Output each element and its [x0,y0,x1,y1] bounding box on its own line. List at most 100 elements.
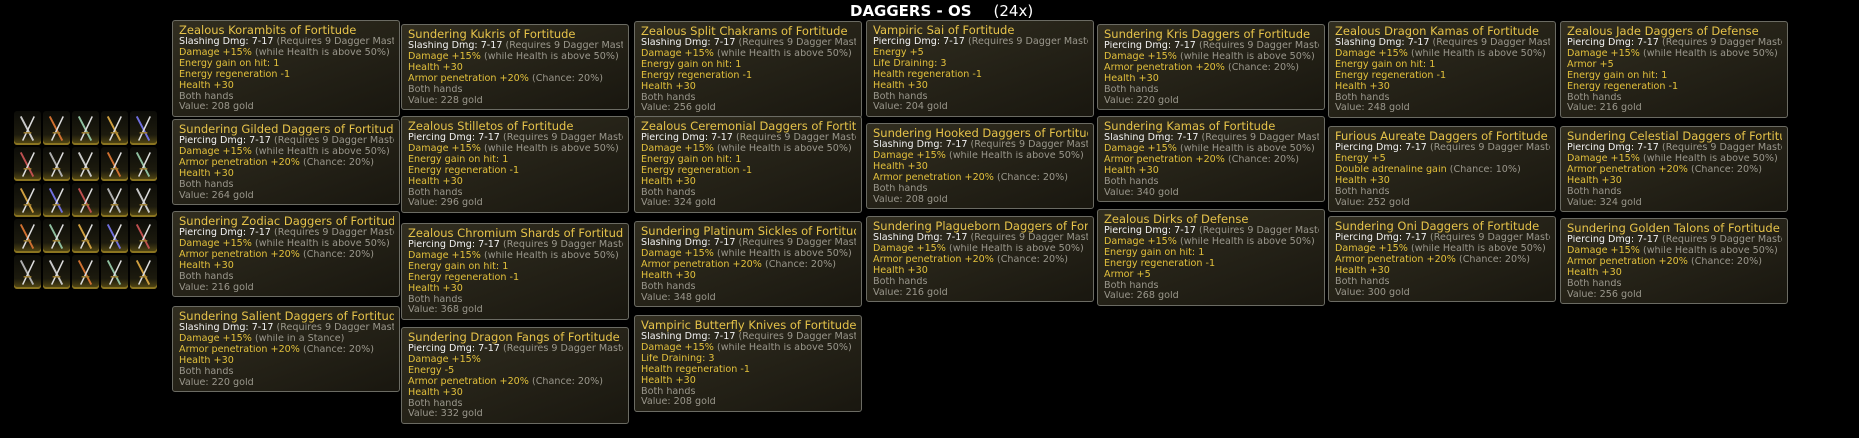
modifier-value: Energy regeneration -1 [408,272,520,283]
damage-value: Piercing Dmg: 7-17 [1567,143,1659,153]
dagger-icon[interactable] [14,255,41,289]
item-tooltip[interactable]: Sundering Salient Daggers of Fortitude Sl… [172,306,400,393]
item-tooltip[interactable]: Zealous Split Chakrams of Fortitude Slash… [634,21,862,119]
dagger-icon[interactable] [72,111,99,145]
dagger-icon[interactable] [72,147,99,181]
dagger-icon[interactable] [43,255,70,289]
item-tooltip[interactable]: Zealous Dirks of Defense Piercing Dmg: 7-… [1097,209,1325,307]
modifier-value: Health +30 [641,270,696,281]
item-tooltip[interactable]: Sundering Plagueborn Daggers of Fortitud… [866,216,1094,303]
item-tooltip[interactable]: Zealous Jade Daggers of Defense Piercing … [1560,21,1788,119]
item-hands: Both hands [1335,92,1390,103]
item-modifier: Health +30 [1335,176,1550,187]
damage-value: Slashing Dmg: 7-17 [179,37,274,47]
item-tooltip[interactable]: Sundering Oni Daggers of Fortitude Pierci… [1328,216,1556,303]
dagger-icon[interactable] [101,219,128,253]
item-modifier: Energy regeneration -1 [408,166,623,177]
dagger-icon[interactable] [14,219,41,253]
item-tooltip[interactable]: Sundering Platinum Sickles of Fortitude S… [634,221,862,308]
item-hands: Both hands [641,386,696,397]
dagger-icon[interactable] [14,111,41,145]
modifier-value: Damage +15% [1104,51,1177,62]
item-tooltip[interactable]: Sundering Kris Daggers of Fortitude Pierc… [1097,24,1325,111]
dagger-icon[interactable] [101,183,128,217]
item-tooltip[interactable]: Zealous Ceremonial Daggers of Fortitude P… [634,116,862,214]
modifier-note: (while Health is above 50%) [1410,48,1546,59]
item-value: Value: 216 gold [179,282,254,293]
dagger-icon[interactable] [43,219,70,253]
dagger-icon[interactable] [72,219,99,253]
modifier-note: (while Health is above 50%) [716,48,852,59]
modifier-value: Damage +15% [408,250,481,261]
modifier-value: Energy gain on hit: 1 [408,261,509,272]
item-hands: Both hands [641,92,696,103]
item-tooltip[interactable]: Zealous Korambits of Fortitude Slashing D… [172,20,400,118]
modifier-value: Energy gain on hit: 1 [408,154,509,165]
item-modifier: Damage +15% (while Health is above 50%) [873,244,1088,255]
requirement: (Requires 9 Dagger Mastery) [735,133,856,143]
damage-value: Piercing Dmg: 7-17 [1104,41,1196,51]
item-modifier: Damage +15% (while Health is above 50%) [179,147,394,158]
requirement: (Requires 9 Dagger Mastery) [276,323,394,333]
item-modifier: Energy -5 [408,366,623,377]
dagger-icon[interactable] [101,147,128,181]
item-tooltip[interactable]: Furious Aureate Daggers of Fortitude Pier… [1328,126,1556,213]
item-modifier: Armor penetration +20% (Chance: 20%) [1104,63,1319,74]
item-name: Sundering Kukris of Fortitude [408,28,576,41]
item-tooltip[interactable]: Zealous Dragon Kamas of Fortitude Slashin… [1328,21,1556,119]
modifier-value: Damage +15% [408,143,481,154]
modifier-value: Armor +5 [1104,269,1151,280]
item-modifier: Health +30 [408,284,623,295]
item-tooltip[interactable]: Sundering Dragon Fangs of Fortitude Pierc… [401,327,629,425]
item-tooltip[interactable]: Sundering Golden Talons of Fortitude Pier… [1560,218,1788,305]
item-tooltip[interactable]: Sundering Kamas of Fortitude Slashing Dmg… [1097,116,1325,203]
dagger-icon[interactable] [130,111,157,145]
modifier-note: (while Health is above 50%) [254,47,390,58]
damage-line: Slashing Dmg: 7-17 (Requires 9 Dagger Ma… [1335,38,1550,49]
modifier-value: Health +30 [408,283,463,294]
dagger-icon[interactable] [101,255,128,289]
dagger-icon[interactable] [43,183,70,217]
item-modifier: Health +30 [1335,82,1550,93]
modifier-value: Armor penetration +20% [1567,164,1688,175]
dagger-icon[interactable] [72,255,99,289]
item-tooltip[interactable]: Vampiric Sai of Fortitude Piercing Dmg: 7… [866,20,1094,118]
dagger-icon[interactable] [43,147,70,181]
item-value: Value: 208 gold [641,397,716,408]
item-tooltip[interactable]: Zealous Chromium Shards of Fortitude Pier… [401,223,629,321]
modifier-value: Armor penetration +20% [873,172,994,183]
item-modifier: Energy +5 [873,48,1088,59]
damage-value: Slashing Dmg: 7-17 [873,233,968,243]
item-tooltip[interactable]: Zealous Stilletos of Fortitude Piercing D… [401,116,629,214]
dagger-icon[interactable] [130,183,157,217]
dagger-icon[interactable] [130,147,157,181]
item-tooltip[interactable]: Sundering Celestial Daggers of Fortitude… [1560,126,1788,213]
item-value: Value: 264 gold [179,190,254,201]
item-hands: Both hands [641,281,696,292]
item-modifier: Armor penetration +20% (Chance: 20%) [873,173,1088,184]
modifier-value: Energy +5 [1335,153,1386,164]
modifier-note: (while Health is above 50%) [948,150,1084,161]
dagger-icon[interactable] [130,219,157,253]
item-tooltip[interactable]: Sundering Gilded Daggers of Fortitude Pie… [172,119,400,206]
item-tooltip[interactable]: Sundering Zodiac Daggers of Fortitude Pie… [172,211,400,298]
item-tooltip[interactable]: Vampiric Butterfly Knives of Fortitude Sl… [634,315,862,413]
dagger-icon[interactable] [43,111,70,145]
item-tooltip[interactable]: Sundering Hooked Daggers of Fortitude Sla… [866,123,1094,210]
item-tooltip[interactable]: Sundering Kukris of Fortitude Slashing Dm… [401,24,629,111]
modifier-value: Health +30 [641,81,696,92]
item-name: Zealous Dragon Kamas of Fortitude [1335,25,1539,38]
dagger-icon[interactable] [101,111,128,145]
damage-value: Piercing Dmg: 7-17 [1567,235,1659,245]
damage-value: Piercing Dmg: 7-17 [873,37,965,47]
dagger-icon[interactable] [14,147,41,181]
item-value: Value: 268 gold [1104,291,1179,302]
item-count: (24x) [993,2,1034,20]
item-modifier: Health +30 [408,388,623,399]
item-modifier: Damage +15% [408,355,623,366]
dagger-icon[interactable] [130,255,157,289]
damage-value: Piercing Dmg: 7-17 [408,344,500,354]
dagger-icon[interactable] [72,183,99,217]
item-hands: Both hands [873,276,928,287]
dagger-icon[interactable] [14,183,41,217]
